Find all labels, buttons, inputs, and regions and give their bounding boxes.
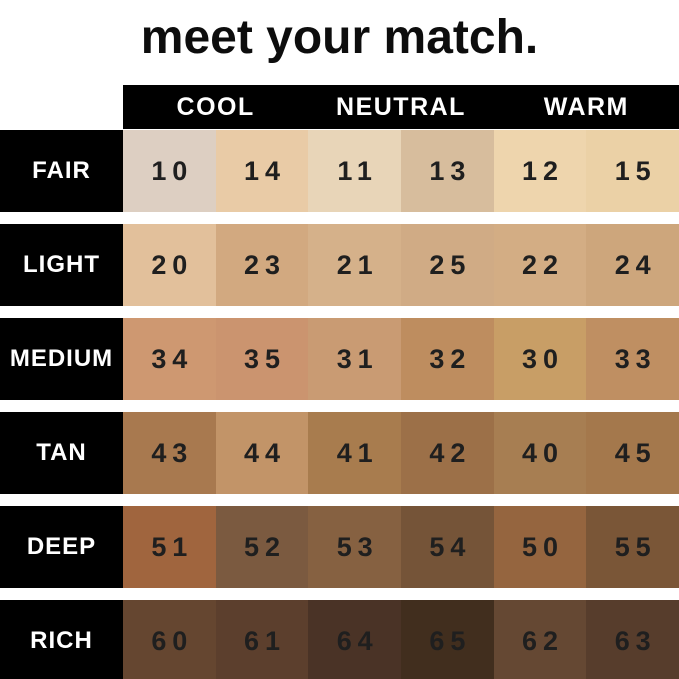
shade-number: 62 bbox=[522, 625, 564, 656]
shade-number: 52 bbox=[244, 531, 286, 562]
row-label: LIGHT bbox=[0, 224, 123, 306]
shade-swatch: 25 bbox=[401, 224, 494, 306]
shade-number: 32 bbox=[429, 343, 472, 374]
shade-number: 41 bbox=[336, 437, 379, 468]
undertone-header-bar: COOL NEUTRAL WARM bbox=[123, 85, 679, 129]
shade-number: 42 bbox=[429, 437, 472, 468]
shade-swatch: 40 bbox=[493, 412, 587, 494]
shade-swatch: 32 bbox=[401, 318, 494, 400]
shade-number: 43 bbox=[151, 437, 194, 468]
shade-number: 44 bbox=[244, 437, 286, 468]
shade-number: 30 bbox=[522, 343, 564, 374]
row-label: FAIR bbox=[0, 130, 123, 212]
shade-swatch: 11 bbox=[308, 130, 402, 212]
shade-swatch: 60 bbox=[123, 600, 216, 679]
shade-number: 35 bbox=[244, 343, 286, 374]
shade-swatch: 65 bbox=[401, 600, 494, 679]
shade-number: 14 bbox=[244, 155, 286, 186]
swatch-strip: 20 23 21 25 22 24 bbox=[123, 224, 679, 306]
shade-number: 23 bbox=[244, 249, 286, 280]
shade-swatch: 55 bbox=[586, 506, 679, 588]
shade-number: 31 bbox=[336, 343, 379, 374]
shade-number: 55 bbox=[614, 531, 657, 562]
shade-swatch: 12 bbox=[493, 130, 587, 212]
undertone-header-cool: COOL bbox=[176, 92, 255, 121]
shade-grid: FAIR 10 14 11 13 12 15 LIGHT 20 23 21 25 22 24 MEDIUM 3… bbox=[0, 130, 679, 679]
shade-swatch: 52 bbox=[215, 506, 309, 588]
shade-swatch: 42 bbox=[401, 412, 494, 494]
row-label: MEDIUM bbox=[0, 318, 123, 400]
shade-swatch: 34 bbox=[123, 318, 216, 400]
shade-number: 63 bbox=[614, 625, 657, 656]
shade-swatch: 15 bbox=[586, 130, 679, 212]
shade-number: 65 bbox=[429, 625, 472, 656]
shade-row-light: LIGHT 20 23 21 25 22 24 bbox=[0, 224, 679, 306]
shade-number: 10 bbox=[151, 155, 194, 186]
shade-number: 25 bbox=[429, 249, 472, 280]
shade-swatch: 10 bbox=[123, 130, 216, 212]
shade-swatch: 45 bbox=[586, 412, 679, 494]
shade-swatch: 64 bbox=[308, 600, 402, 679]
shade-swatch: 30 bbox=[493, 318, 587, 400]
shade-number: 45 bbox=[614, 437, 657, 468]
undertone-header-warm: WARM bbox=[543, 92, 629, 121]
shade-row-fair: FAIR 10 14 11 13 12 15 bbox=[0, 130, 679, 212]
shade-number: 50 bbox=[522, 531, 564, 562]
shade-row-medium: MEDIUM 34 35 31 32 30 33 bbox=[0, 318, 679, 400]
shade-swatch: 21 bbox=[308, 224, 402, 306]
shade-number: 24 bbox=[614, 249, 657, 280]
shade-number: 22 bbox=[522, 249, 564, 280]
swatch-strip: 51 52 53 54 50 55 bbox=[123, 506, 679, 588]
shade-number: 13 bbox=[429, 155, 472, 186]
shade-number: 64 bbox=[336, 625, 379, 656]
shade-number: 61 bbox=[244, 625, 286, 656]
shade-swatch: 62 bbox=[493, 600, 587, 679]
shade-swatch: 54 bbox=[401, 506, 494, 588]
shade-number: 40 bbox=[522, 437, 564, 468]
shade-swatch: 41 bbox=[308, 412, 402, 494]
shade-swatch: 50 bbox=[493, 506, 587, 588]
shade-number: 11 bbox=[337, 155, 378, 186]
shade-swatch: 44 bbox=[215, 412, 309, 494]
shade-swatch: 61 bbox=[215, 600, 309, 679]
shade-swatch: 63 bbox=[586, 600, 679, 679]
row-label: TAN bbox=[0, 412, 123, 494]
shade-number: 15 bbox=[614, 155, 657, 186]
shade-swatch: 23 bbox=[215, 224, 309, 306]
shade-number: 33 bbox=[614, 343, 657, 374]
shade-swatch: 24 bbox=[586, 224, 679, 306]
shade-row-deep: DEEP 51 52 53 54 50 55 bbox=[0, 506, 679, 588]
shade-number: 21 bbox=[336, 249, 379, 280]
row-label: DEEP bbox=[0, 506, 123, 588]
swatch-strip: 34 35 31 32 30 33 bbox=[123, 318, 679, 400]
shade-swatch: 51 bbox=[123, 506, 216, 588]
undertone-header-neutral: NEUTRAL bbox=[336, 92, 466, 121]
shade-swatch: 13 bbox=[401, 130, 494, 212]
shade-number: 51 bbox=[151, 531, 194, 562]
shade-swatch: 43 bbox=[123, 412, 216, 494]
shade-swatch: 20 bbox=[123, 224, 216, 306]
shade-number: 12 bbox=[522, 155, 564, 186]
shade-number: 34 bbox=[151, 343, 194, 374]
shade-row-rich: RICH 60 61 64 65 62 63 bbox=[0, 600, 679, 679]
shade-number: 60 bbox=[151, 625, 194, 656]
shade-swatch: 31 bbox=[308, 318, 402, 400]
row-label: RICH bbox=[0, 600, 123, 679]
shade-row-tan: TAN 43 44 41 42 40 45 bbox=[0, 412, 679, 494]
shade-swatch: 14 bbox=[215, 130, 309, 212]
swatch-strip: 43 44 41 42 40 45 bbox=[123, 412, 679, 494]
shade-swatch: 53 bbox=[308, 506, 402, 588]
swatch-strip: 10 14 11 13 12 15 bbox=[123, 130, 679, 212]
shade-swatch: 22 bbox=[493, 224, 587, 306]
shade-number: 20 bbox=[151, 249, 194, 280]
shade-number: 54 bbox=[429, 531, 472, 562]
shade-number: 53 bbox=[336, 531, 379, 562]
page-title: meet your match. bbox=[140, 11, 539, 64]
swatch-strip: 60 61 64 65 62 63 bbox=[123, 600, 679, 679]
shade-swatch: 35 bbox=[215, 318, 309, 400]
shade-swatch: 33 bbox=[586, 318, 679, 400]
